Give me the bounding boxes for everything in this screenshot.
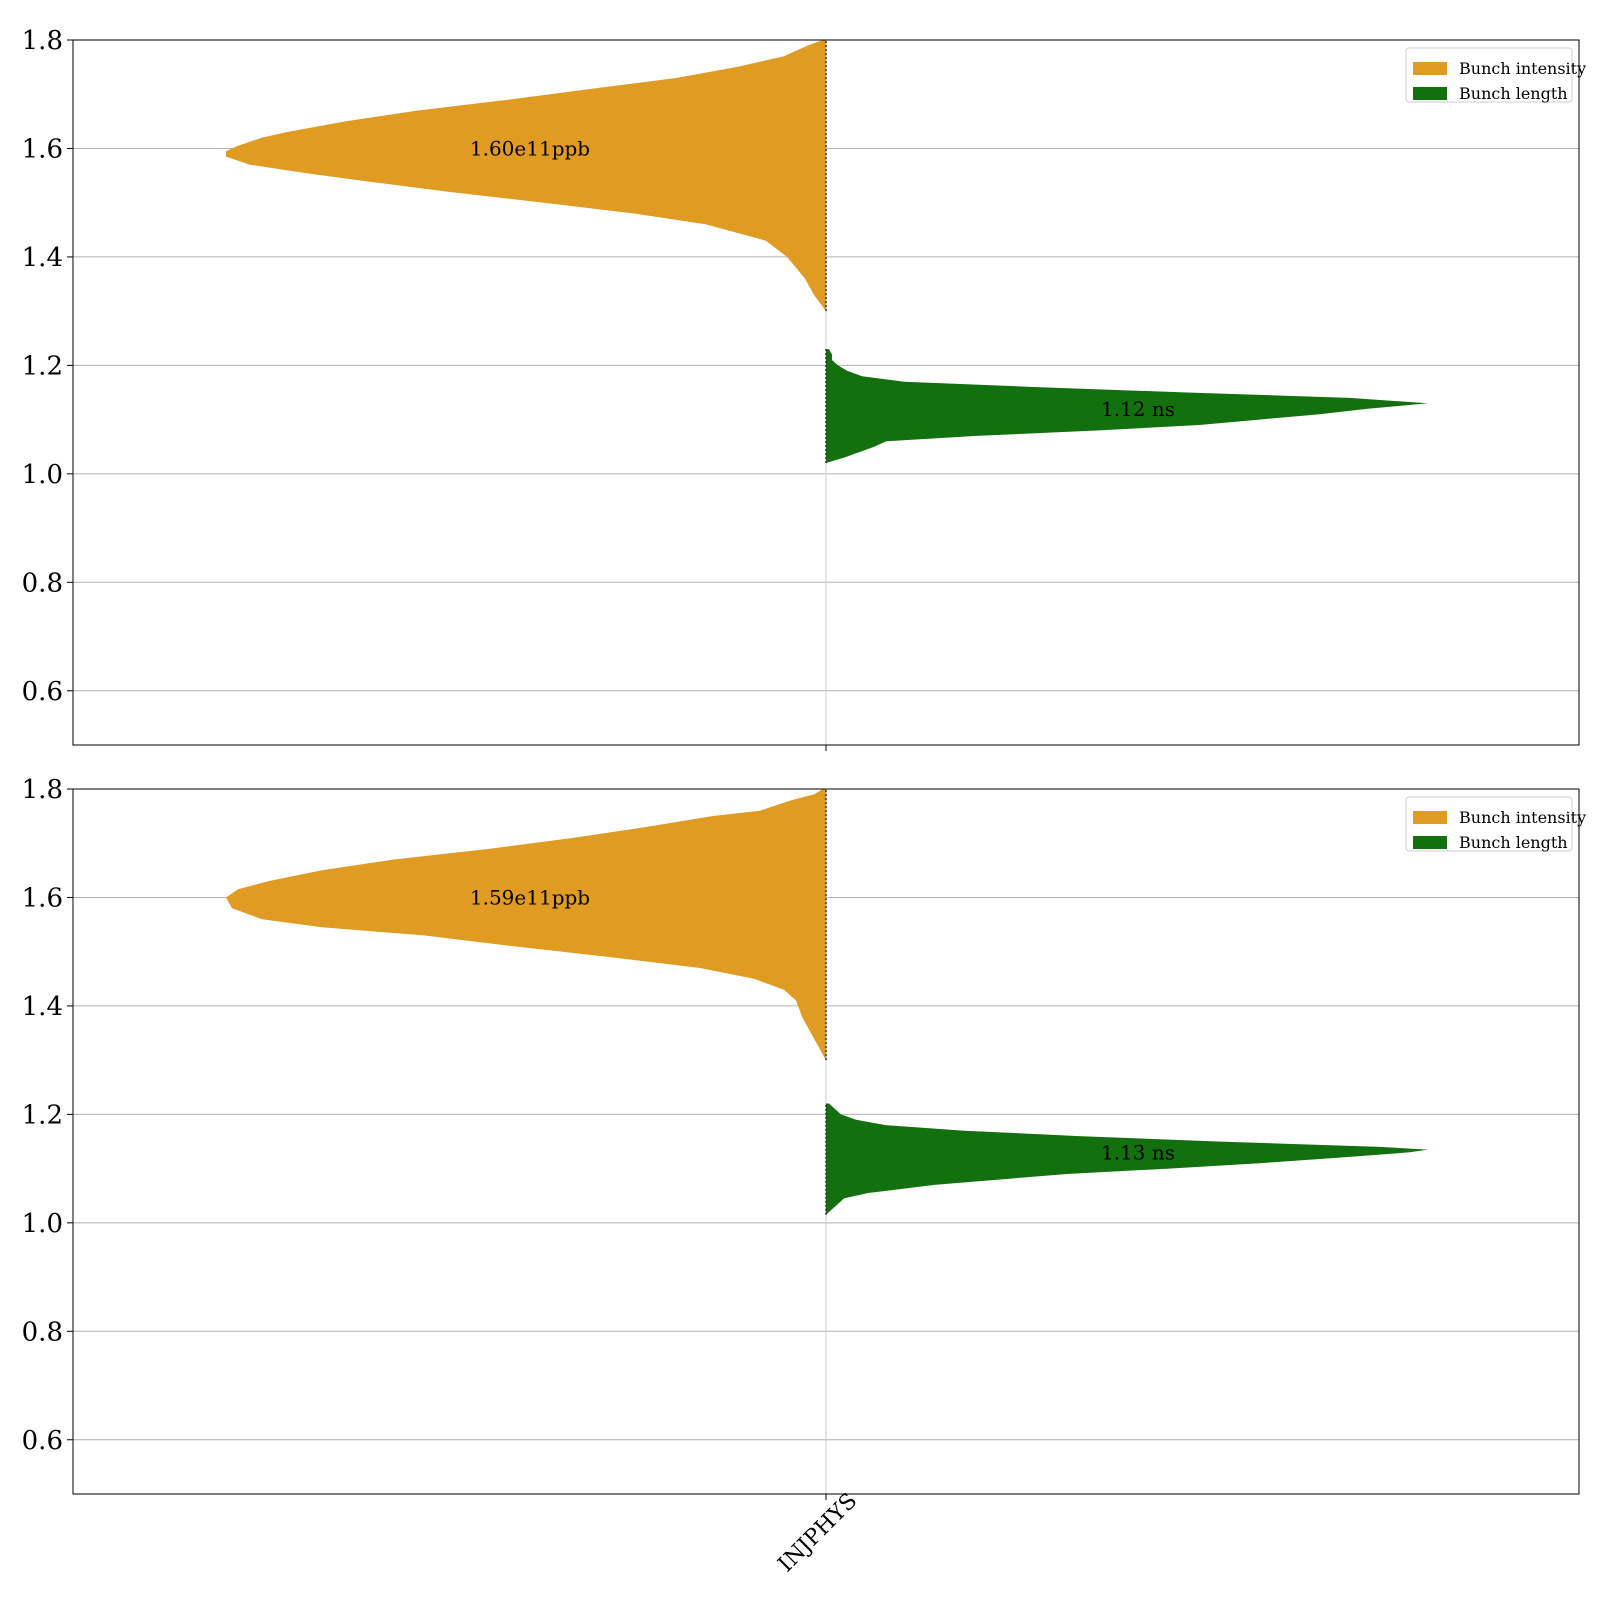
legend-swatch-intensity <box>1413 811 1447 824</box>
intensity-annotation: 1.60e11ppb <box>470 136 590 160</box>
violin-group <box>226 789 1428 1215</box>
x-tick-label: INJPHYS <box>774 1489 863 1578</box>
legend-swatch-intensity <box>1413 62 1447 75</box>
y-tick-label: 0.6 <box>22 677 63 707</box>
y-tick-label: 1.4 <box>22 992 63 1022</box>
bunch-intensity-violin <box>226 789 826 1061</box>
legend-entry-label: Bunch intensity <box>1459 59 1586 78</box>
y-tick-label: 1.2 <box>22 351 63 381</box>
legend-swatch-length <box>1413 87 1447 100</box>
length-annotation: 1.13 ns <box>1101 1140 1175 1164</box>
y-tick-label: 0.8 <box>22 568 63 598</box>
y-tick-label: 1.8 <box>22 26 63 56</box>
legend-swatch-length <box>1413 836 1447 849</box>
y-tick-label: 1.0 <box>22 460 63 490</box>
y-tick-label: 1.4 <box>22 243 63 273</box>
y-tick-label: 1.0 <box>22 1209 63 1239</box>
bunch-length-violin <box>826 349 1428 463</box>
y-tick-label: 1.6 <box>22 134 63 164</box>
y-tick-label: 1.2 <box>22 1100 63 1130</box>
legend-entry-label: Bunch intensity <box>1459 808 1586 827</box>
legend-entry-label: Bunch length <box>1459 84 1568 103</box>
violin-panel-bottom: 0.6 0.8 1.0 1.2 1.4 1.6 1.8 1.59e11ppb 1.13 ns Bu… <box>22 775 1586 1500</box>
y-tick-label: 1.8 <box>22 775 63 805</box>
legend: Bunch intensity Bunch length <box>1405 47 1586 103</box>
bunch-length-violin <box>826 1103 1428 1215</box>
y-tick-label: 0.6 <box>22 1426 63 1456</box>
intensity-annotation: 1.59e11ppb <box>470 885 590 909</box>
violin-group <box>226 40 1428 463</box>
legend-box <box>1405 796 1573 852</box>
legend: Bunch intensity Bunch length <box>1405 796 1586 852</box>
bunch-intensity-violin <box>226 40 826 312</box>
violin-panel-top: 0.6 0.8 1.0 1.2 1.4 1.6 1.8 1.60e11ppb 1.12 ns Bu… <box>22 26 1586 751</box>
y-tick-label: 0.8 <box>22 1317 63 1347</box>
legend-entry-label: Bunch length <box>1459 833 1568 852</box>
length-annotation: 1.12 ns <box>1101 397 1175 421</box>
legend-box <box>1405 47 1573 103</box>
y-tick-label: 1.6 <box>22 883 63 913</box>
